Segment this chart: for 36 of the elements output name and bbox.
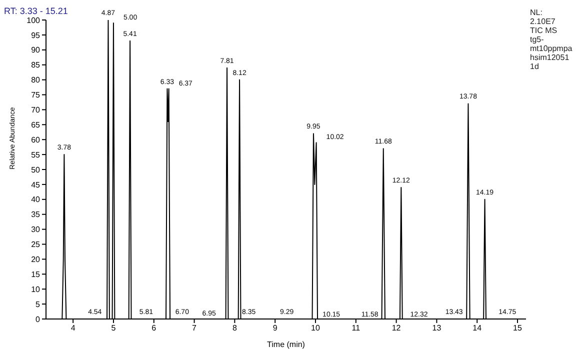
y-tick-label: 100 xyxy=(26,16,41,25)
y-tick-label: 70 xyxy=(31,106,41,115)
x-tick-label: 13 xyxy=(432,324,442,333)
x-tick-label: 11 xyxy=(352,324,361,333)
x-tick-label: 6 xyxy=(152,324,157,333)
y-tick-label: 95 xyxy=(31,30,41,40)
y-tick-label: 90 xyxy=(31,46,41,55)
y-tick-label: 5 xyxy=(36,300,41,309)
y-tick-label: 20 xyxy=(31,255,41,264)
y-tick-label: 45 xyxy=(31,180,41,190)
x-tick-label: 9 xyxy=(272,324,278,333)
x-tick-label: 8 xyxy=(232,324,238,333)
y-tick-label: 75 xyxy=(31,90,41,100)
y-tick-label: 10 xyxy=(31,284,41,294)
y-tick-label: 50 xyxy=(31,165,41,174)
y-tick-label: 55 xyxy=(31,150,41,160)
y-tick-label: 65 xyxy=(31,120,41,130)
y-tick-label: 60 xyxy=(31,135,41,144)
x-axis-title: Time (min) xyxy=(267,340,306,349)
y-tick-label: 30 xyxy=(31,225,41,234)
y-tick-label: 85 xyxy=(31,60,41,70)
text: RT: 3.33 - 15.21 xyxy=(4,6,68,16)
x-tick-label: 12 xyxy=(392,324,402,333)
x-tick-label: 7 xyxy=(192,324,198,333)
y-tick-label: 80 xyxy=(31,76,41,85)
x-tick-label: 14 xyxy=(472,324,482,333)
y-tick-label: 35 xyxy=(31,210,41,220)
x-tick-label: 10 xyxy=(311,324,320,333)
y-tick-label: 0 xyxy=(36,314,41,324)
y-tick-label: 25 xyxy=(31,240,41,250)
x-tick-label: 4 xyxy=(70,324,76,333)
y-tick-label: 15 xyxy=(31,270,41,279)
y-tick-label: 40 xyxy=(31,195,41,204)
text: NL: 2.10E7 TIC MS tg5- mt10ppmpa hsim12051 1d xyxy=(530,8,572,71)
x-tick-label: 15 xyxy=(513,324,523,333)
x-tick-label: 5 xyxy=(111,324,116,333)
